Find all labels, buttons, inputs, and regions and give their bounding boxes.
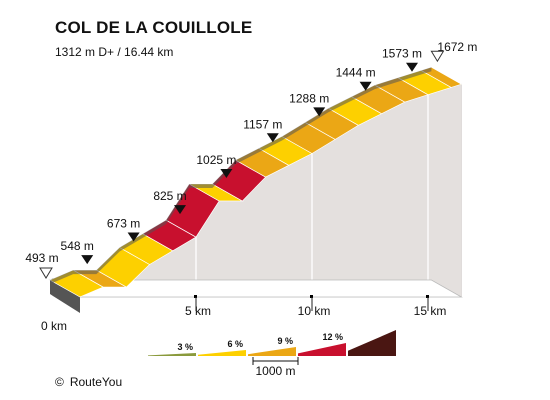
copyright-icon: © — [55, 375, 64, 389]
elevation-label: 1157 m — [243, 117, 282, 131]
marker-triangle — [81, 255, 94, 265]
legend-swatch — [248, 347, 296, 356]
gradient-segments — [49, 66, 463, 298]
profile-left-face — [50, 278, 80, 313]
km-label: 10 km — [298, 304, 331, 318]
marker-triangle — [406, 62, 418, 72]
km-tick — [194, 295, 197, 298]
marker-triangle — [313, 107, 326, 117]
summit-triangle — [430, 50, 445, 63]
legend-label: 3 % — [177, 342, 193, 352]
elevation-label: 1672 m — [437, 40, 477, 54]
elevation-label: 1025 m — [196, 153, 236, 167]
km-label: 15 km — [414, 304, 447, 318]
elevation-label: 1573 m — [382, 47, 422, 61]
credit: © RouteYou — [55, 375, 122, 389]
credit-text: RouteYou — [69, 375, 123, 389]
scale-label: 1000 m — [255, 364, 295, 378]
marker-triangle — [174, 205, 186, 215]
legend-label: 12 % — [322, 332, 343, 342]
km-label: 5 km — [185, 304, 211, 318]
chart-title: COL DE LA COUILLOLE — [55, 18, 253, 37]
start-triangle — [39, 267, 53, 279]
legend-swatch — [348, 330, 396, 356]
gradient-legend: 3 % 6 % 9 % 12 % 1000 m — [148, 330, 396, 378]
chart-subtitle: 1312 m D+ / 16.44 km — [55, 45, 174, 59]
marker-triangle — [266, 133, 279, 143]
legend-label: 9 % — [277, 336, 293, 346]
elevation-label: 1444 m — [336, 66, 376, 80]
legend-swatch — [148, 353, 196, 356]
marker-triangle — [359, 81, 372, 91]
elevation-label: 1288 m — [289, 91, 329, 105]
km-tick — [310, 295, 313, 298]
legend-swatch — [298, 343, 346, 356]
legend-label: 6 % — [227, 339, 243, 349]
elevation-label: 673 m — [107, 217, 140, 231]
km-label: 0 km — [41, 319, 67, 333]
elevation-label: 548 m — [61, 239, 94, 253]
marker-triangle — [127, 232, 140, 242]
marker-triangle — [220, 169, 233, 178]
km-markers: 0 km 5 km 10 km 15 km — [41, 295, 446, 333]
elevation-label: 493 m — [25, 251, 58, 265]
km-tick — [426, 295, 429, 298]
elevation-label: 825 m — [153, 189, 186, 203]
gradient-segment — [420, 66, 463, 88]
legend-swatch — [198, 350, 246, 356]
